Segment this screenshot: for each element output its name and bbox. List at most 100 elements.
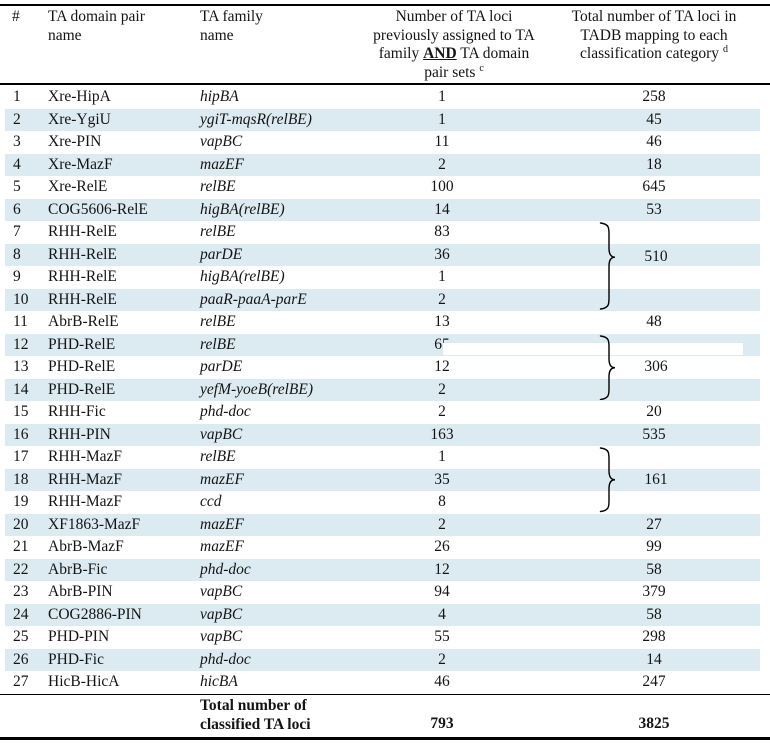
table-bottom-border xyxy=(0,737,770,740)
row-number: 8 xyxy=(13,245,21,263)
row-number: 10 xyxy=(13,290,29,308)
total-count-cell xyxy=(538,289,770,312)
domain-pair-cell: RHH-RelE xyxy=(48,245,117,263)
assigned-count-cell: 2 xyxy=(438,515,446,533)
table-header-row: # TA domain pair name TA family name Numbe… xyxy=(0,8,770,82)
assigned-count-cell: 26 xyxy=(434,538,450,555)
table-footer-row: Total number of classified TA loci 793 38… xyxy=(0,695,770,736)
family-cell: relBE xyxy=(200,223,236,240)
domain-pair-cell: RHH-RelE xyxy=(48,290,117,308)
family-cell: mazEF xyxy=(200,515,244,533)
assigned-count-cell: 83 xyxy=(434,223,450,240)
table-row: 19 RHH-MazF ccd 8 xyxy=(0,491,770,514)
family-cell: higBA(relBE) xyxy=(200,200,285,218)
total-count-cell xyxy=(538,266,770,289)
family-cell: vapBC xyxy=(200,425,243,443)
assigned-count-cell: 1 xyxy=(438,110,446,128)
domain-pair-cell: XF1863-MazF xyxy=(48,515,141,533)
curly-brace-icon xyxy=(599,447,616,513)
curly-brace-icon xyxy=(599,222,616,310)
row-number: 11 xyxy=(13,313,28,330)
assigned-count-cell: 35 xyxy=(434,470,450,488)
assigned-count-cell: 2 xyxy=(438,403,446,420)
family-cell: mazEF xyxy=(200,538,244,555)
domain-pair-cell: RHH-PIN xyxy=(48,425,111,443)
row-number: 4 xyxy=(13,155,21,173)
family-cell: vapBC xyxy=(200,605,243,623)
row-number: 9 xyxy=(13,268,21,285)
table-row: 17 RHH-MazF relBE 1 xyxy=(0,446,770,469)
domain-pair-cell: RHH-MazF xyxy=(48,493,123,510)
table-row: 26 PHD-Fic phd-doc 2 14 xyxy=(0,648,770,671)
domain-pair-cell: RHH-Fic xyxy=(48,403,106,420)
assigned-count-cell: 2 xyxy=(438,155,446,173)
family-cell: vapBC xyxy=(200,628,243,645)
family-cell: relBE xyxy=(200,335,236,353)
domain-pair-cell: PHD-RelE xyxy=(48,358,116,375)
total-count-cell: 53 xyxy=(646,200,662,218)
family-cell: paaR-paaA-parE xyxy=(200,290,307,308)
row-number: 23 xyxy=(13,583,29,600)
domain-pair-cell: Xre-MazF xyxy=(48,155,113,173)
family-cell: parDE xyxy=(200,358,243,375)
white-overlay-patch xyxy=(443,343,743,355)
table-row: 7 RHH-RelE relBE 83 xyxy=(0,221,770,244)
column-header-total-count: Total number of TA loci in TADB mapping t… xyxy=(571,8,737,62)
assigned-count-cell: 12 xyxy=(434,560,450,578)
total-count-cell: 258 xyxy=(642,88,666,105)
family-cell: relBE xyxy=(200,448,236,465)
domain-pair-cell: AbrB-MazF xyxy=(48,538,124,555)
table-row: 22 AbrB-Fic phd-doc 12 58 xyxy=(0,558,770,581)
domain-pair-cell: Xre-RelE xyxy=(48,178,108,195)
footer-divider-line xyxy=(0,694,770,695)
total-count-cell: 645 xyxy=(642,178,666,195)
column-header-assigned-count: Number of TA loci previously assigned to … xyxy=(373,8,535,81)
assigned-count-cell: 4 xyxy=(438,605,446,623)
assigned-count-cell: 163 xyxy=(430,425,454,443)
assigned-count-cell: 1 xyxy=(438,448,446,465)
total-count-cell: 379 xyxy=(642,583,666,600)
table-row: 23 AbrB-PIN vapBC 94 379 xyxy=(0,581,770,604)
assigned-count-cell: 2 xyxy=(438,380,446,398)
total-count-cell: 45 xyxy=(646,110,662,128)
total-count-cell xyxy=(538,221,770,244)
assigned-count-cell: 14 xyxy=(434,200,450,218)
total-count-cell xyxy=(538,491,770,514)
family-cell: ccd xyxy=(200,493,222,510)
row-number: 18 xyxy=(13,470,29,488)
table-row: 2 Xre-YgiU ygiT-mqsR(relBE) 1 45 xyxy=(0,108,770,131)
family-cell: mazEF xyxy=(200,155,244,173)
assigned-count-cell: 100 xyxy=(430,178,454,195)
family-cell: parDE xyxy=(200,245,243,263)
domain-pair-cell: RHH-RelE xyxy=(48,268,117,285)
footer-spacer xyxy=(0,695,196,736)
column-header-index: # xyxy=(12,8,20,25)
total-count-cell: 20 xyxy=(646,403,662,420)
row-number: 1 xyxy=(13,88,21,105)
row-number: 27 xyxy=(13,673,29,690)
total-count-cell: 14 xyxy=(646,650,662,668)
assigned-count-cell: 13 xyxy=(434,313,450,330)
family-cell: vapBC xyxy=(200,583,243,600)
family-cell: yefM-yoeB(relBE) xyxy=(200,380,314,398)
row-number: 16 xyxy=(13,425,29,443)
domain-pair-cell: Xre-YgiU xyxy=(48,110,111,128)
total-count-cell: 535 xyxy=(642,425,666,443)
row-number: 6 xyxy=(13,200,21,218)
curly-brace-icon xyxy=(599,334,616,400)
table-row: 10 RHH-RelE paaR-paaA-parE 2 xyxy=(0,288,770,312)
total-count-cell: 298 xyxy=(642,628,666,645)
row-number: 26 xyxy=(13,650,29,668)
domain-pair-cell: HicB-HicA xyxy=(48,673,120,690)
table-row: 4 Xre-MazF mazEF 2 18 xyxy=(0,153,770,176)
domain-pair-cell: Xre-PIN xyxy=(48,133,102,150)
column-header-family: TA family name xyxy=(200,8,263,44)
domain-pair-cell: AbrB-PIN xyxy=(48,583,113,600)
total-count-cell: 247 xyxy=(642,673,666,690)
domain-pair-cell: RHH-RelE xyxy=(48,223,117,240)
family-cell: vapBC xyxy=(200,133,243,150)
domain-pair-cell: AbrB-RelE xyxy=(48,313,119,330)
column-header-domain-pair: TA domain pair name xyxy=(48,8,145,44)
row-number: 20 xyxy=(13,515,29,533)
